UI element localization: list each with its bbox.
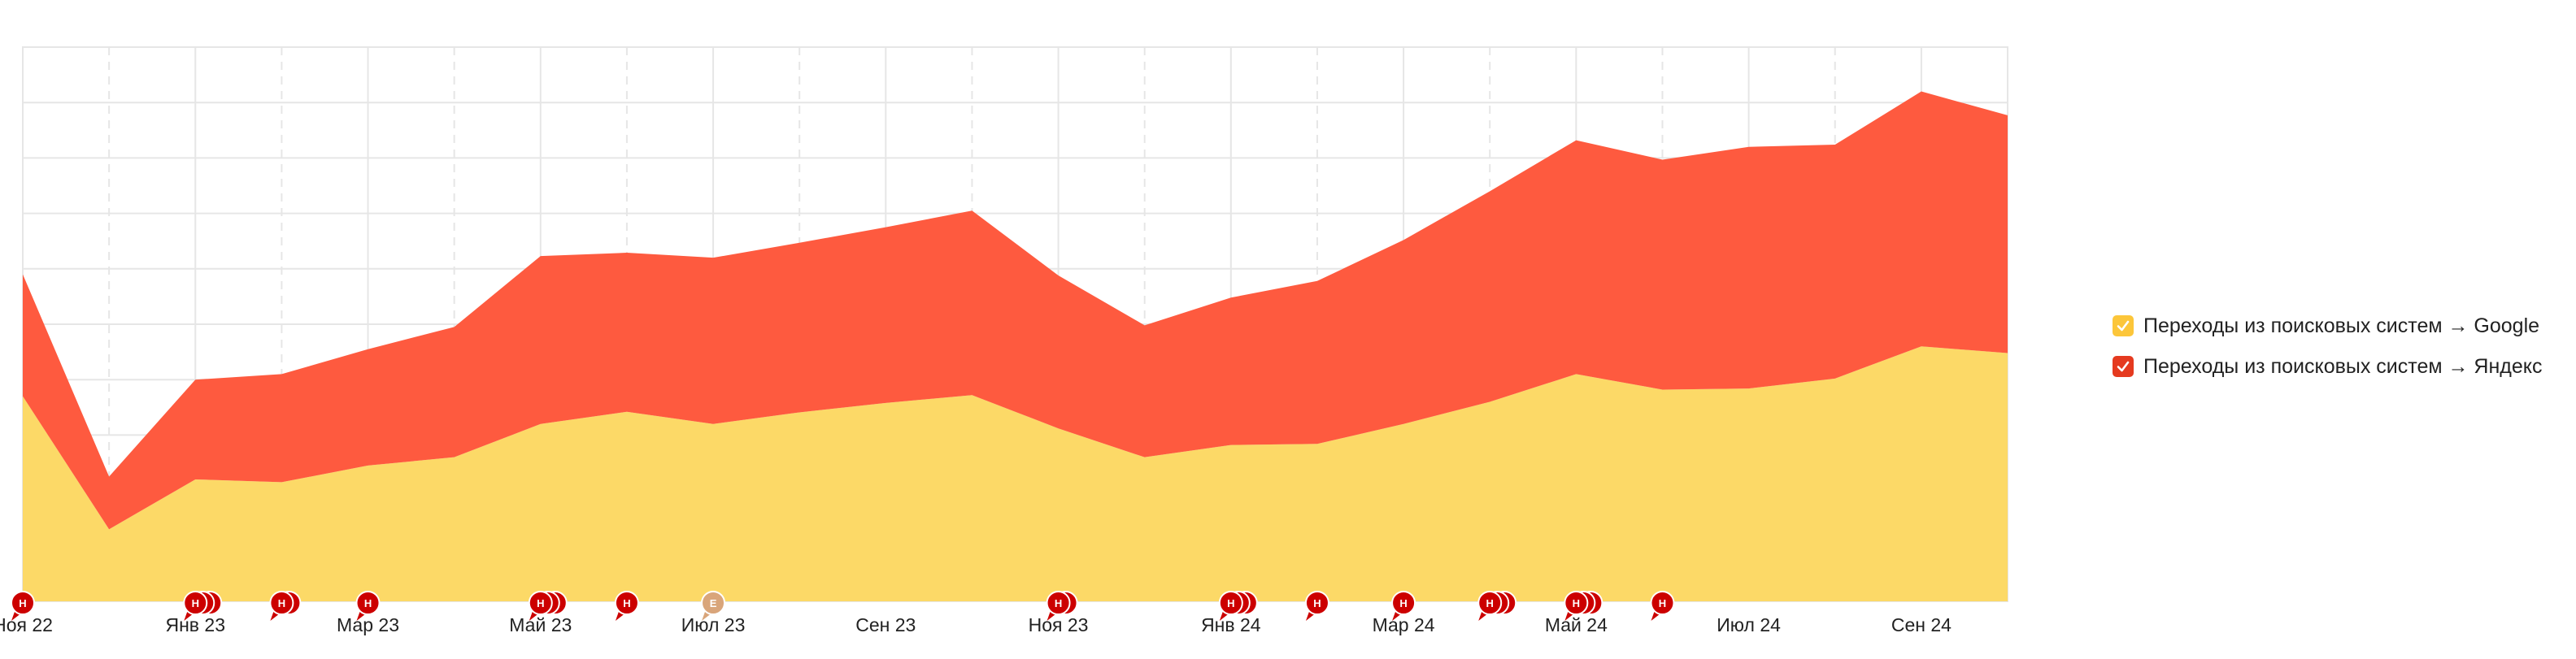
- event-marker[interactable]: Е: [701, 591, 726, 621]
- event-marker[interactable]: Н: [1650, 591, 1675, 621]
- event-marker-letter: Н: [1399, 597, 1407, 609]
- checkbox-icon[interactable]: [2113, 356, 2134, 377]
- event-marker-letter: Н: [1659, 597, 1666, 609]
- event-marker[interactable]: Н: [1477, 591, 1517, 621]
- chart-legend: Переходы из поисковых систем → Google Пе…: [2113, 306, 2543, 387]
- event-marker-letter: Н: [19, 597, 26, 609]
- event-marker[interactable]: Н: [528, 591, 568, 621]
- event-marker-bubble: [528, 591, 553, 615]
- event-marker[interactable]: Н: [183, 591, 223, 621]
- event-marker-letter: Н: [623, 597, 630, 609]
- event-marker-bubble: [701, 591, 726, 615]
- event-marker[interactable]: Н: [1218, 591, 1258, 621]
- event-marker-letter: Н: [1573, 597, 1580, 609]
- event-marker-letter: Н: [278, 597, 285, 609]
- event-marker-bubble: [1046, 591, 1071, 615]
- event-marker-bubble: [355, 591, 381, 615]
- x-tick-label: Май 23: [509, 614, 572, 635]
- event-marker-letter: Н: [1055, 597, 1062, 609]
- event-marker[interactable]: Н: [1564, 591, 1603, 621]
- event-marker-letter: Н: [192, 597, 199, 609]
- x-tick-label: Сен 24: [1891, 614, 1952, 635]
- event-marker[interactable]: Н: [11, 591, 35, 621]
- event-marker-letter: Е: [710, 597, 717, 609]
- x-tick-label: Июл 24: [1717, 614, 1781, 635]
- chart-areas: [23, 91, 2008, 601]
- x-tick-label: Янв 23: [166, 614, 226, 635]
- event-marker[interactable]: Н: [1391, 591, 1416, 621]
- legend-item-google[interactable]: Переходы из поисковых систем → Google: [2113, 306, 2543, 346]
- legend-label-google: Переходы из поисковых систем → Google: [2143, 314, 2540, 337]
- checkbox-icon[interactable]: [2113, 315, 2134, 336]
- x-tick-label: Июл 23: [681, 614, 746, 635]
- x-tick-label: Ноя 23: [1029, 614, 1089, 635]
- x-axis: Ноя 22 Янв 23 Мар 23 Май 23 Июл 23 Сен 23 Ноя …: [0, 614, 1952, 635]
- event-marker-bubble: [269, 591, 294, 615]
- x-tick-label: Мар 23: [337, 614, 399, 635]
- event-marker-letter: Н: [537, 597, 544, 609]
- legend-item-yandex[interactable]: Переходы из поисковых систем → Яндекс: [2113, 346, 2543, 387]
- x-tick-label: Май 24: [1545, 614, 1608, 635]
- event-marker[interactable]: Н: [1304, 591, 1329, 621]
- event-marker[interactable]: Н: [1046, 591, 1078, 621]
- event-marker-bubble: [183, 591, 208, 615]
- event-marker-letter: Н: [1486, 597, 1494, 609]
- event-marker-letter: Н: [1313, 597, 1321, 609]
- x-tick-label: Янв 24: [1201, 614, 1261, 635]
- x-tick-label: Ноя 22: [0, 614, 53, 635]
- x-tick-label: Мар 24: [1373, 614, 1435, 635]
- event-marker[interactable]: Н: [355, 591, 381, 621]
- event-marker-bubble: [1650, 591, 1675, 615]
- event-marker[interactable]: Н: [269, 591, 302, 621]
- event-marker-bubble: [1391, 591, 1416, 615]
- event-marker[interactable]: Н: [614, 591, 639, 621]
- event-marker-bubble: [1564, 591, 1589, 615]
- event-marker-bubble: [1477, 591, 1503, 615]
- event-marker-bubble: [1304, 591, 1329, 615]
- event-marker-bubble: [1218, 591, 1243, 615]
- event-marker-bubble: [614, 591, 639, 615]
- event-marker-bubble: [11, 591, 35, 615]
- event-marker-letter: Н: [1227, 597, 1234, 609]
- x-tick-label: Сен 23: [855, 614, 916, 635]
- legend-label-yandex: Переходы из поисковых систем → Яндекс: [2143, 354, 2543, 378]
- event-marker-letter: Н: [364, 597, 372, 609]
- area-series-yandex: [23, 91, 2008, 530]
- area-series-google: [23, 346, 2008, 601]
